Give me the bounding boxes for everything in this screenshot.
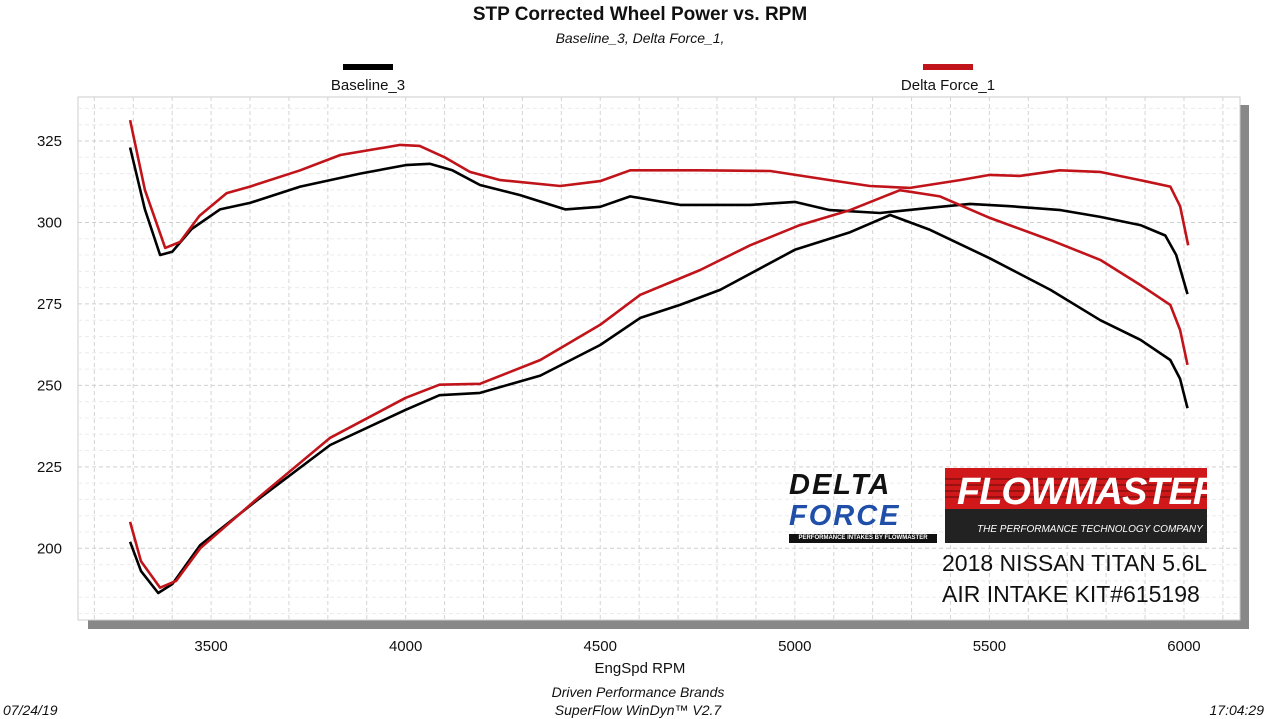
- x-tick-label: 3500: [194, 638, 227, 655]
- x-tick-label: 6000: [1167, 638, 1200, 655]
- flowmaster-logo: FLOWMASTER THE PERFORMANCE TECHNOLOGY CO…: [945, 468, 1207, 543]
- x-tick-label: 5500: [973, 638, 1006, 655]
- y-tick-label: 250: [37, 377, 62, 394]
- footer-company: Driven Performance Brands: [551, 684, 725, 700]
- x-tick-label: 4000: [389, 638, 422, 655]
- flowmaster-tagline: THE PERFORMANCE TECHNOLOGY COMPANY: [977, 524, 1203, 535]
- x-axis-label: EngSpd RPM: [594, 660, 686, 677]
- legend-label-baseline: Baseline_3: [330, 77, 406, 94]
- footer-date: 07/24/19: [3, 702, 58, 718]
- legend-swatch-delta-force: [923, 64, 973, 70]
- y-tick-label: 225: [37, 459, 62, 476]
- flowmaster-wordmark: FLOWMASTER: [957, 471, 1207, 513]
- annotation-vehicle: 2018 NISSAN TITAN 5.6L: [942, 550, 1208, 576]
- y-tick-label: 200: [37, 540, 62, 557]
- delta-force-tagline: PERFORMANCE INTAKES BY FLOWMASTER: [789, 534, 937, 543]
- footer-software: SuperFlow WinDyn™ V2.7: [554, 702, 722, 718]
- legend-swatch-baseline: [343, 64, 393, 70]
- delta-force-wordmark: DELTA FORCE: [789, 469, 901, 532]
- chart-subtitle: Baseline_3, Delta Force_1,: [555, 30, 725, 46]
- chart-title: STP Corrected Wheel Power vs. RPM: [472, 4, 808, 25]
- x-tick-label: 4500: [584, 638, 617, 655]
- series-line-baseline-3-0: [128, 147, 1189, 295]
- y-tick-label: 325: [37, 133, 62, 150]
- y-tick-label: 300: [37, 214, 62, 231]
- series-line-delta-force-1-1: [128, 119, 1190, 250]
- series-line-baseline-3-2: [128, 213, 1189, 595]
- x-tick-label: 5000: [778, 638, 811, 655]
- plot-shadow-bottom: [88, 620, 1249, 629]
- series-line-delta-force-1-3: [128, 188, 1189, 589]
- legend-label-delta-force: Delta Force_1: [900, 77, 996, 94]
- delta-force-logo: DELTA FORCE PERFORMANCE INTAKES BY FLOWM…: [789, 470, 937, 546]
- footer-time: 17:04:29: [1209, 702, 1265, 718]
- plot-shadow-right: [1240, 105, 1249, 629]
- y-tick-label: 275: [37, 296, 62, 313]
- annotation-kit: AIR INTAKE KIT#615198: [942, 581, 1200, 607]
